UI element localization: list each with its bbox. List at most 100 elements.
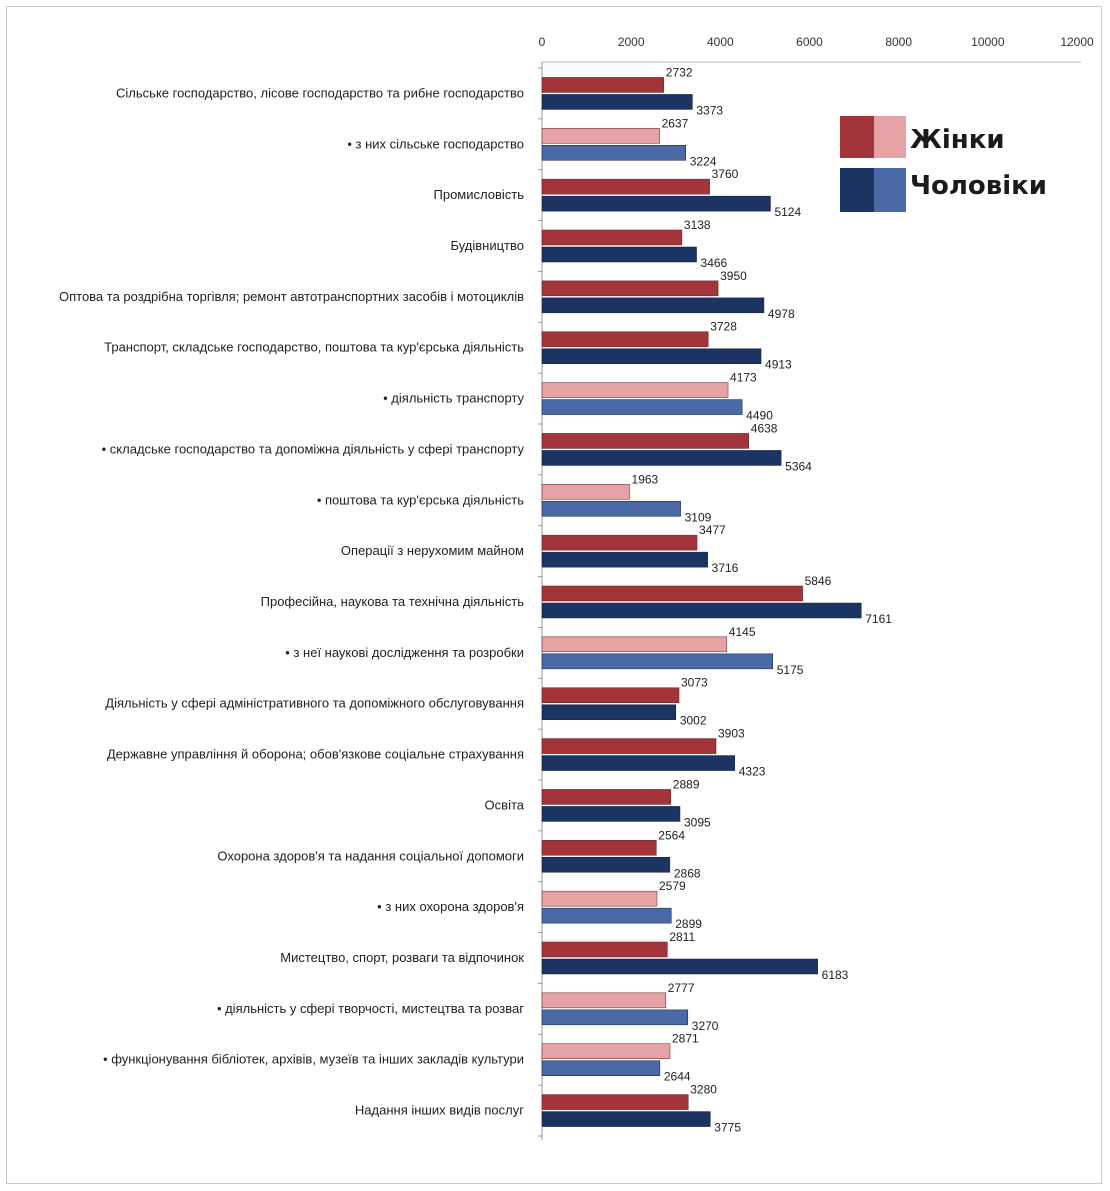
bar-women (541, 840, 657, 856)
category-label: Надання інших видів послуг (355, 1103, 524, 1118)
legend-swatch-men-sub (874, 168, 906, 212)
value-label-men: 3466 (701, 256, 728, 270)
category-label: Транспорт, складське господарство, пошто… (104, 340, 524, 355)
category-label: • поштова та кур'єрська діяльність (317, 492, 524, 507)
category-label: Промисловість (434, 187, 525, 202)
bar-men (541, 857, 671, 873)
bar-women (541, 738, 717, 754)
value-label-women: 3760 (712, 167, 739, 181)
category-label: Операції з нерухомим майном (341, 543, 524, 558)
x-tick-label: 12000 (1060, 35, 1094, 49)
value-label-men: 3002 (680, 714, 707, 728)
value-label-women: 2777 (668, 981, 695, 995)
value-label-women: 2564 (658, 828, 685, 842)
value-label-men: 3270 (692, 1019, 719, 1033)
category-label: • функціонування бібліотек, архівів, муз… (103, 1052, 524, 1067)
category-label: Будівництво (450, 238, 524, 253)
bar-men (541, 704, 677, 720)
bar-women (541, 585, 803, 602)
bars-layer (541, 77, 862, 1127)
value-label-women: 3477 (699, 523, 726, 537)
category-label: Освіта (485, 797, 525, 812)
category-label: • з них охорона здоров'я (377, 899, 524, 914)
value-label-men: 2899 (675, 917, 702, 931)
value-label-men: 3224 (690, 154, 717, 168)
legend: Жінки Чоловіки (840, 116, 1047, 212)
value-label-men: 5175 (777, 663, 804, 677)
bar-men (541, 907, 672, 924)
value-label-women: 3950 (720, 269, 747, 283)
bar-women (541, 178, 710, 195)
value-label-women: 3073 (681, 676, 708, 690)
category-label: • діяльність транспорту (383, 391, 524, 406)
value-label-men: 4490 (746, 409, 773, 423)
category-label: Оптова та роздрібна торгівля; ремонт авт… (59, 289, 524, 304)
bar-women (541, 128, 660, 144)
bar-women (541, 280, 719, 297)
value-label-men: 2868 (674, 866, 701, 880)
category-label: • з них сільське господарство (347, 136, 524, 151)
value-label-men: 2644 (664, 1070, 691, 1084)
value-label-women: 1963 (632, 472, 659, 486)
category-label: • з неї наукові дослідження та розробки (285, 645, 524, 660)
value-label-women: 3138 (684, 218, 711, 232)
bar-women (541, 229, 683, 246)
bar-women (541, 636, 728, 653)
bar-men (541, 653, 773, 670)
category-label: Професійна, наукова та технічна діяльніс… (261, 594, 525, 609)
x-tick-label: 2000 (618, 35, 645, 49)
bar-men (541, 94, 693, 110)
legend-swatch-women-main (840, 116, 874, 158)
value-label-women: 5846 (805, 574, 832, 588)
bar-women (541, 992, 667, 1009)
bar-men (541, 602, 862, 619)
value-label-women: 4173 (730, 371, 757, 385)
bar-men (541, 450, 782, 466)
value-label-men: 3716 (712, 561, 739, 575)
bar-women (541, 331, 709, 347)
value-label-women: 2579 (659, 879, 686, 893)
bar-men (541, 195, 771, 212)
value-label-men: 3373 (696, 103, 723, 117)
bar-men (541, 1009, 689, 1026)
category-label: • складське господарство та допоміжна ді… (102, 441, 525, 456)
category-label: Державне управління й оборона; обов'язко… (107, 747, 524, 762)
bar-men (541, 348, 762, 364)
bar-women (541, 484, 630, 500)
bar-men (541, 755, 735, 771)
category-label: Сільське господарство, лісове господарст… (116, 85, 524, 100)
value-label-women: 2889 (673, 777, 700, 791)
bar-men (541, 1060, 661, 1076)
value-label-men: 7161 (865, 612, 892, 626)
value-label-men: 4978 (768, 307, 795, 321)
bar-women (541, 1043, 671, 1059)
value-label-men: 3109 (685, 510, 712, 524)
value-label-women: 4145 (729, 625, 756, 639)
value-label-women: 2871 (672, 1032, 699, 1046)
bar-women (541, 77, 665, 93)
value-label-women: 4638 (751, 421, 778, 435)
legend-swatch-women-sub (874, 116, 906, 158)
legend-label-men: Чоловіки (910, 171, 1047, 201)
bar-women (541, 534, 698, 551)
x-tick-label: 8000 (885, 35, 912, 49)
bar-women (541, 382, 729, 398)
bar-men (541, 958, 818, 975)
x-tick-label: 0 (539, 35, 546, 49)
x-tick-label: 6000 (796, 35, 823, 49)
bar-men (541, 806, 681, 822)
bar-men (541, 145, 686, 161)
value-label-women: 3280 (690, 1083, 717, 1097)
value-label-women: 2637 (662, 116, 689, 130)
value-label-men: 5364 (785, 459, 812, 473)
category-label: Мистецтво, спорт, розваги та відпочинок (280, 950, 524, 965)
bar-men (541, 1111, 711, 1127)
bar-women (541, 687, 680, 703)
value-label-women: 2811 (669, 930, 695, 944)
value-label-men: 5124 (774, 205, 801, 219)
category-label: • діяльність у сфері творчості, мистецтв… (217, 1001, 524, 1016)
x-tick-label: 10000 (971, 35, 1005, 49)
value-label-women: 3903 (718, 727, 745, 741)
value-label-men: 3095 (684, 815, 711, 829)
